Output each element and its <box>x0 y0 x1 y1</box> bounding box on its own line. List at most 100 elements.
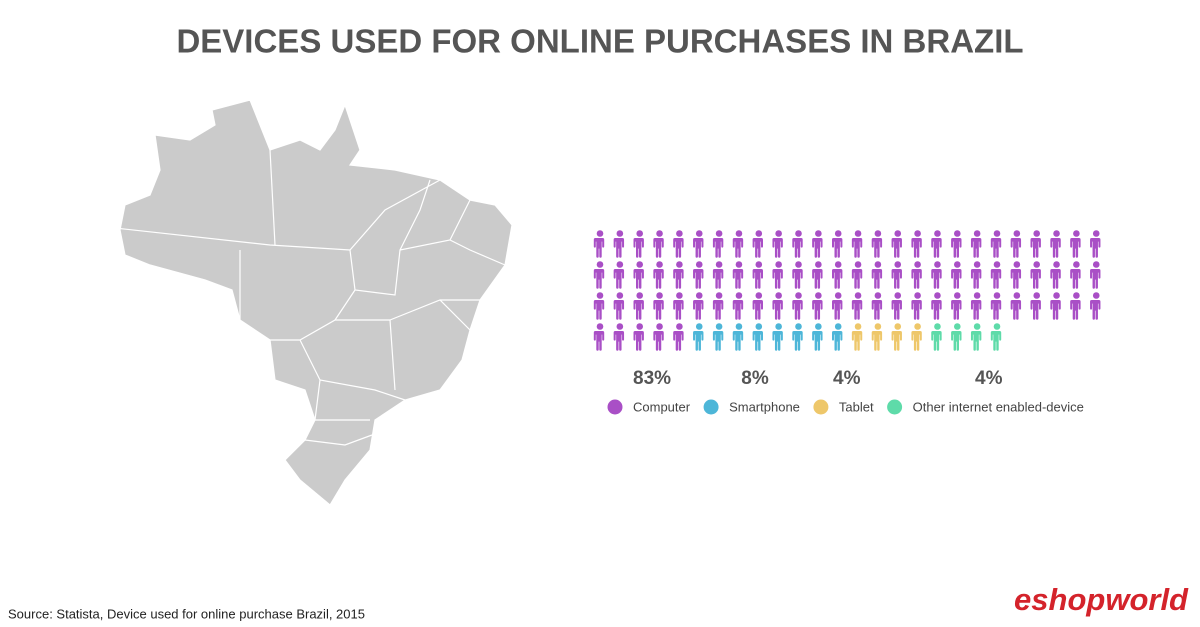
icon-head <box>775 230 782 237</box>
person-icon <box>1010 230 1022 258</box>
person-icon <box>1070 292 1081 320</box>
person-icon <box>712 292 724 320</box>
person-icon <box>951 230 962 258</box>
icon-body <box>693 331 704 351</box>
person-icon <box>712 323 724 351</box>
icon-body <box>712 300 724 320</box>
icon-head <box>1033 261 1040 268</box>
person-icon <box>752 261 763 289</box>
person-icon <box>951 261 962 289</box>
icon-body <box>732 238 744 258</box>
icon-body <box>812 331 823 351</box>
person-icon <box>891 292 902 320</box>
icon-body <box>990 300 1002 320</box>
person-icon <box>613 292 625 320</box>
person-icon <box>712 230 724 258</box>
icon-head <box>795 230 802 237</box>
person-icon <box>891 230 902 258</box>
person-icon <box>851 261 863 289</box>
person-icon <box>693 292 704 320</box>
icon-head <box>815 230 822 237</box>
icon-head <box>775 292 782 299</box>
icon-body <box>851 238 863 258</box>
icon-head <box>1033 230 1040 237</box>
person-icon <box>970 323 982 351</box>
value-label: 4% <box>975 368 1003 389</box>
person-icon <box>812 261 823 289</box>
icon-head <box>676 323 683 330</box>
person-icon <box>712 261 724 289</box>
icon-head <box>676 230 683 237</box>
person-icon <box>732 230 744 258</box>
person-icon <box>871 230 883 258</box>
icon-body <box>970 331 982 351</box>
person-icon <box>812 230 823 258</box>
icon-head <box>596 230 604 237</box>
icon-head <box>795 323 802 330</box>
person-icon <box>911 261 922 289</box>
person-icon <box>693 323 704 351</box>
icon-head <box>775 323 782 330</box>
icon-body <box>990 238 1002 258</box>
icon-body <box>593 238 605 258</box>
legend-swatch <box>607 399 623 415</box>
person-icon <box>693 230 704 258</box>
person-icon <box>752 230 763 258</box>
icon-head <box>656 230 663 237</box>
legend-label: Other internet enabled-device <box>913 399 1084 414</box>
icon-head <box>636 323 643 330</box>
icon-body <box>931 238 942 258</box>
icon-head <box>636 292 643 299</box>
person-icon <box>732 323 744 351</box>
icon-head <box>954 292 961 299</box>
person-icon <box>832 230 843 258</box>
icon-head <box>616 323 624 330</box>
icon-body <box>1010 269 1022 289</box>
icon-head <box>1073 292 1080 299</box>
person-icon <box>792 230 803 258</box>
icon-body <box>653 331 664 351</box>
icon-head <box>973 323 981 330</box>
person-icon <box>851 230 863 258</box>
icon-body <box>990 269 1002 289</box>
person-icon <box>593 261 605 289</box>
person-icon <box>851 292 863 320</box>
icon-head <box>815 261 822 268</box>
icon-body <box>732 269 744 289</box>
icon-body <box>1070 269 1081 289</box>
person-icon <box>1070 230 1081 258</box>
icon-head <box>834 230 842 237</box>
icon-head <box>755 230 763 237</box>
person-icon <box>970 292 982 320</box>
icon-head <box>815 292 822 299</box>
icon-head <box>636 261 643 268</box>
icon-head <box>715 323 723 330</box>
icon-head <box>973 230 981 237</box>
icon-body <box>851 331 863 351</box>
legend-label: Computer <box>633 399 691 414</box>
brazil-map <box>114 99 513 506</box>
icon-body <box>772 300 783 320</box>
person-icon <box>931 292 942 320</box>
value-label: 4% <box>833 368 861 389</box>
person-icon <box>593 230 605 258</box>
icon-head <box>1092 292 1100 299</box>
icon-body <box>673 238 684 258</box>
icon-head <box>616 230 624 237</box>
icon-body <box>911 331 922 351</box>
person-icon <box>951 323 962 351</box>
person-icon <box>613 323 625 351</box>
person-icon <box>970 261 982 289</box>
icon-body <box>871 238 883 258</box>
icon-body <box>951 269 962 289</box>
icon-head <box>755 323 763 330</box>
person-icon <box>593 323 605 351</box>
icon-head <box>596 261 604 268</box>
icon-body <box>1050 269 1061 289</box>
person-icon <box>990 261 1002 289</box>
icon-body <box>970 269 982 289</box>
person-icon <box>812 323 823 351</box>
icon-body <box>931 331 942 351</box>
icon-body <box>931 269 942 289</box>
person-icon <box>990 292 1002 320</box>
